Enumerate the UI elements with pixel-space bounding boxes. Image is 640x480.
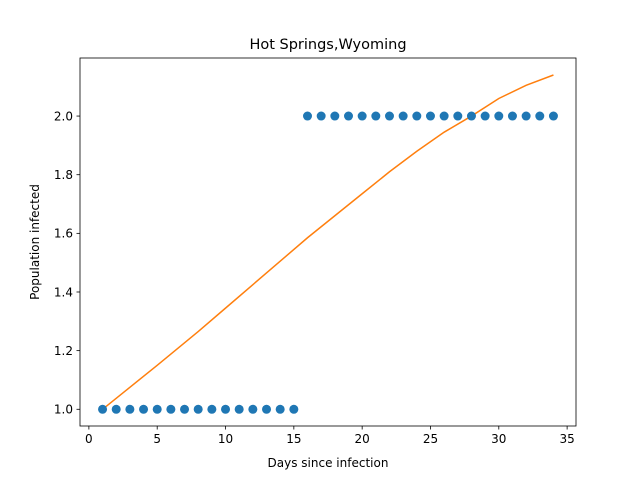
data-point bbox=[548, 111, 558, 121]
x-tick-label: 35 bbox=[559, 432, 574, 446]
data-point bbox=[262, 404, 272, 414]
series-layer bbox=[98, 74, 558, 414]
x-axis: 0 5 10 15 20 25 30 35 bbox=[85, 426, 575, 446]
data-point bbox=[439, 111, 449, 121]
y-tick-label: 1.6 bbox=[54, 227, 73, 241]
data-point bbox=[207, 404, 217, 414]
data-point bbox=[125, 404, 135, 414]
data-point bbox=[425, 111, 435, 121]
data-point bbox=[521, 111, 531, 121]
y-tick-label: 2.0 bbox=[54, 109, 73, 123]
y-tick-label: 1.2 bbox=[54, 344, 73, 358]
x-tick-label: 15 bbox=[286, 432, 301, 446]
data-point bbox=[344, 111, 353, 121]
data-point bbox=[316, 111, 326, 121]
data-point bbox=[357, 111, 367, 121]
data-point bbox=[453, 111, 463, 121]
data-point bbox=[166, 404, 176, 414]
y-axis-label: Population infected bbox=[28, 184, 42, 300]
data-point bbox=[507, 111, 517, 121]
data-point bbox=[398, 111, 408, 121]
plot-area bbox=[80, 58, 576, 426]
data-point bbox=[412, 111, 422, 121]
data-point bbox=[111, 404, 121, 414]
x-axis-label: Days since infection bbox=[268, 456, 389, 470]
x-tick-label: 20 bbox=[355, 432, 370, 446]
y-tick-label: 1.8 bbox=[54, 168, 73, 182]
data-point bbox=[480, 111, 490, 121]
x-tick-label: 30 bbox=[491, 432, 506, 446]
x-tick-label: 0 bbox=[85, 432, 93, 446]
y-tick-label: 1.0 bbox=[54, 403, 73, 417]
axes-frame bbox=[79, 57, 577, 427]
data-point bbox=[330, 111, 340, 121]
x-tick-label: 10 bbox=[218, 432, 233, 446]
data-point bbox=[303, 111, 312, 121]
data-point bbox=[221, 404, 231, 414]
data-point bbox=[275, 404, 285, 414]
data-point bbox=[535, 111, 545, 121]
data-point bbox=[384, 111, 394, 121]
data-point bbox=[234, 404, 244, 414]
data-point bbox=[466, 111, 476, 121]
y-axis: 1.0 1.2 1.4 1.6 1.8 2.0 bbox=[54, 109, 80, 417]
data-point bbox=[180, 404, 190, 414]
data-point bbox=[98, 404, 108, 414]
data-point bbox=[139, 404, 149, 414]
fit-line bbox=[102, 74, 554, 410]
data-point bbox=[289, 404, 299, 414]
y-tick-label: 1.4 bbox=[54, 285, 73, 299]
chart-title: Hot Springs,Wyoming bbox=[249, 37, 406, 53]
data-point bbox=[371, 111, 381, 121]
data-point bbox=[494, 111, 504, 121]
x-tick-label: 5 bbox=[153, 432, 161, 446]
x-tick-label: 25 bbox=[423, 432, 438, 446]
axes-border bbox=[79, 57, 577, 427]
data-point bbox=[193, 404, 203, 414]
data-point bbox=[152, 404, 162, 414]
data-point bbox=[248, 404, 258, 414]
